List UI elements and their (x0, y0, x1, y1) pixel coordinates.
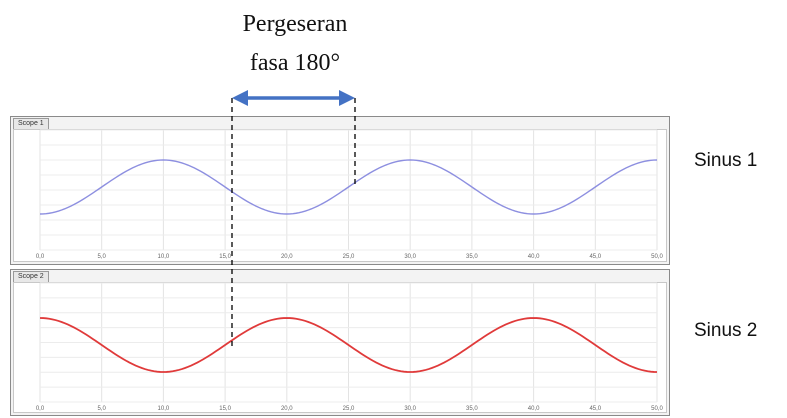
phase-arrow-head-left (232, 90, 248, 106)
x-tick-label: 50,0 (651, 406, 663, 412)
series-line-sinus-1 (39, 159, 658, 215)
x-tick-label: 25,0 (343, 254, 355, 260)
phase-shift-title-line2: fasa 180° (249, 50, 341, 76)
x-tick-label: 30,0 (404, 406, 416, 412)
x-tick-label: 10,0 (158, 406, 170, 412)
x-tick-label: 10,0 (158, 254, 170, 260)
sinus-1-label: Sinus 1 (694, 150, 758, 171)
x-tick-label: 40,0 (528, 254, 540, 260)
x-tick-label: 25,0 (343, 406, 355, 412)
plot-area-1 (13, 129, 667, 262)
sinus-2-label: Sinus 2 (694, 320, 758, 341)
x-tick-label: 15,0 (219, 406, 231, 412)
x-tick-label: 35,0 (466, 254, 478, 260)
x-tick-label: 45,0 (589, 254, 601, 260)
x-tick-label: 0,0 (36, 406, 45, 412)
x-tick-label: 45,0 (589, 406, 601, 412)
series-line-sinus-2 (39, 317, 658, 373)
x-tick-label: 5,0 (98, 406, 107, 412)
x-tick-label: 50,0 (651, 254, 663, 260)
scope-panel-2: Scope 2 (10, 269, 670, 416)
x-tick-label: 5,0 (98, 254, 107, 260)
x-tick-label: 0,0 (36, 254, 45, 260)
x-tick-label: 35,0 (466, 406, 478, 412)
x-tick-label: 15,0 (219, 254, 231, 260)
x-tick-label: 30,0 (404, 254, 416, 260)
x-tick-label: 40,0 (528, 406, 540, 412)
phase-arrow-head-right (339, 90, 355, 106)
x-tick-label: 20,0 (281, 254, 293, 260)
x-tick-label: 20,0 (281, 406, 293, 412)
phase-shift-title-line1: Pergeseran (242, 11, 348, 37)
